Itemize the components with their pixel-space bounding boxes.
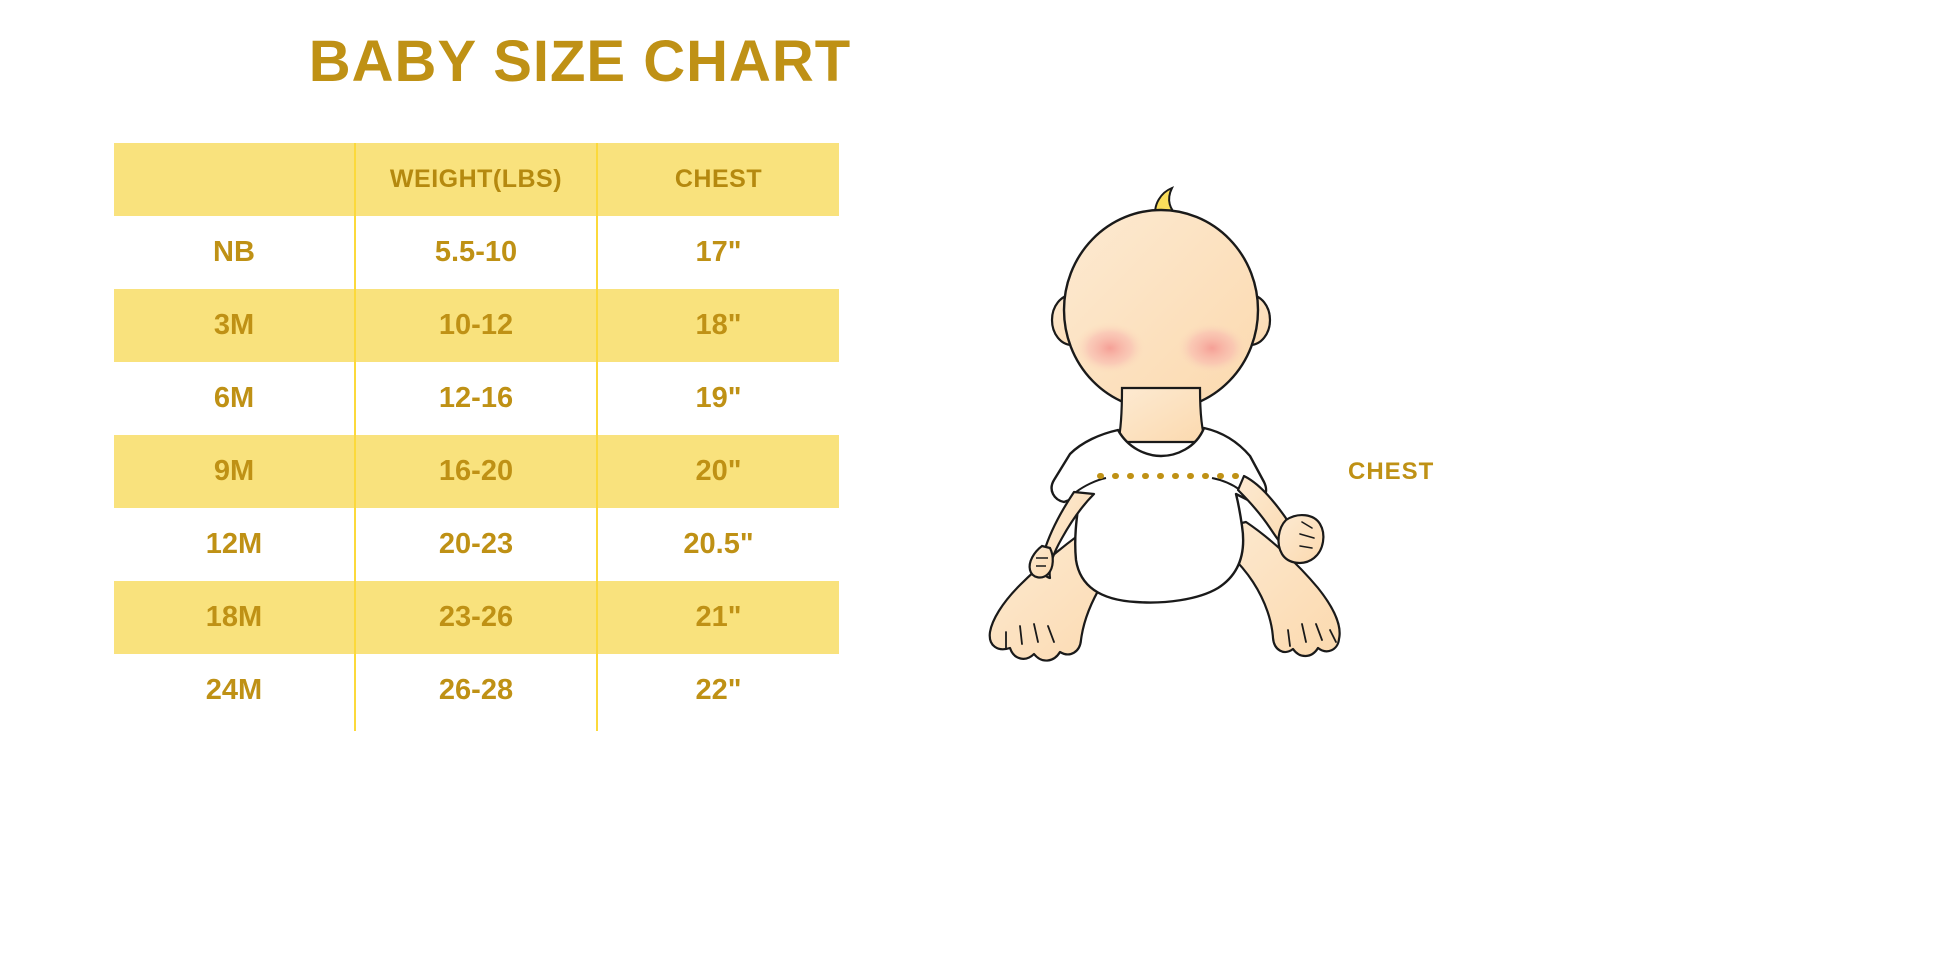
cell-size: 18M (205, 601, 263, 633)
cell-size: 24M (205, 674, 263, 706)
cell-chest: 22" (596, 654, 839, 727)
table-row: 9M 16-20 20" (114, 435, 839, 508)
cell-chest: 20" (596, 435, 839, 508)
table-row: 6M 12-16 19" (114, 362, 839, 435)
size-chart-table: WEIGHT(LBS) CHEST NB 5.5-10 17" 3M 10-12… (114, 143, 839, 727)
table-row: 12M 20-23 20.5" (114, 508, 839, 581)
baby-onesie (1050, 426, 1268, 604)
baby-arms (1028, 474, 1325, 580)
cell-size: NB (213, 236, 255, 268)
table-row: 24M 26-28 22" (114, 654, 839, 727)
cell-chest: 19" (596, 362, 839, 435)
table-row: NB 5.5-10 17" (114, 216, 839, 289)
cell-weight: 23-26 (354, 581, 597, 654)
column-divider-1 (354, 143, 356, 731)
table-row: 18M 23-26 21" (114, 581, 839, 654)
header-weight: WEIGHT(LBS) (354, 143, 597, 216)
cell-size: 9M (213, 455, 255, 487)
cell-weight: 26-28 (354, 654, 597, 727)
table-body: NB 5.5-10 17" 3M 10-12 18" 6M 12-16 19" … (114, 216, 839, 727)
cell-weight: 10-12 (354, 289, 597, 362)
table-header-row: WEIGHT(LBS) CHEST (114, 143, 839, 216)
cell-chest: 20.5" (596, 508, 839, 581)
header-size (114, 143, 355, 216)
cell-chest: 17" (596, 216, 839, 289)
cell-chest: 21" (596, 581, 839, 654)
size-chart-table-container: WEIGHT(LBS) CHEST NB 5.5-10 17" 3M 10-12… (114, 143, 839, 727)
page-title: BABY SIZE CHART (308, 29, 852, 94)
chest-measure-label: CHEST (1348, 458, 1435, 485)
baby-head (1050, 186, 1272, 444)
column-divider-2 (596, 143, 598, 731)
cell-weight: 16-20 (354, 435, 597, 508)
baby-illustration (950, 180, 1400, 680)
table-row: 3M 10-12 18" (114, 289, 839, 362)
cell-size: 3M (213, 309, 255, 341)
cell-size: 12M (205, 528, 263, 560)
cell-chest: 18" (596, 289, 839, 362)
cell-weight: 5.5-10 (354, 216, 597, 289)
header-chest: CHEST (596, 143, 839, 216)
cell-size: 6M (213, 382, 255, 414)
cell-weight: 12-16 (354, 362, 597, 435)
cell-weight: 20-23 (354, 508, 597, 581)
